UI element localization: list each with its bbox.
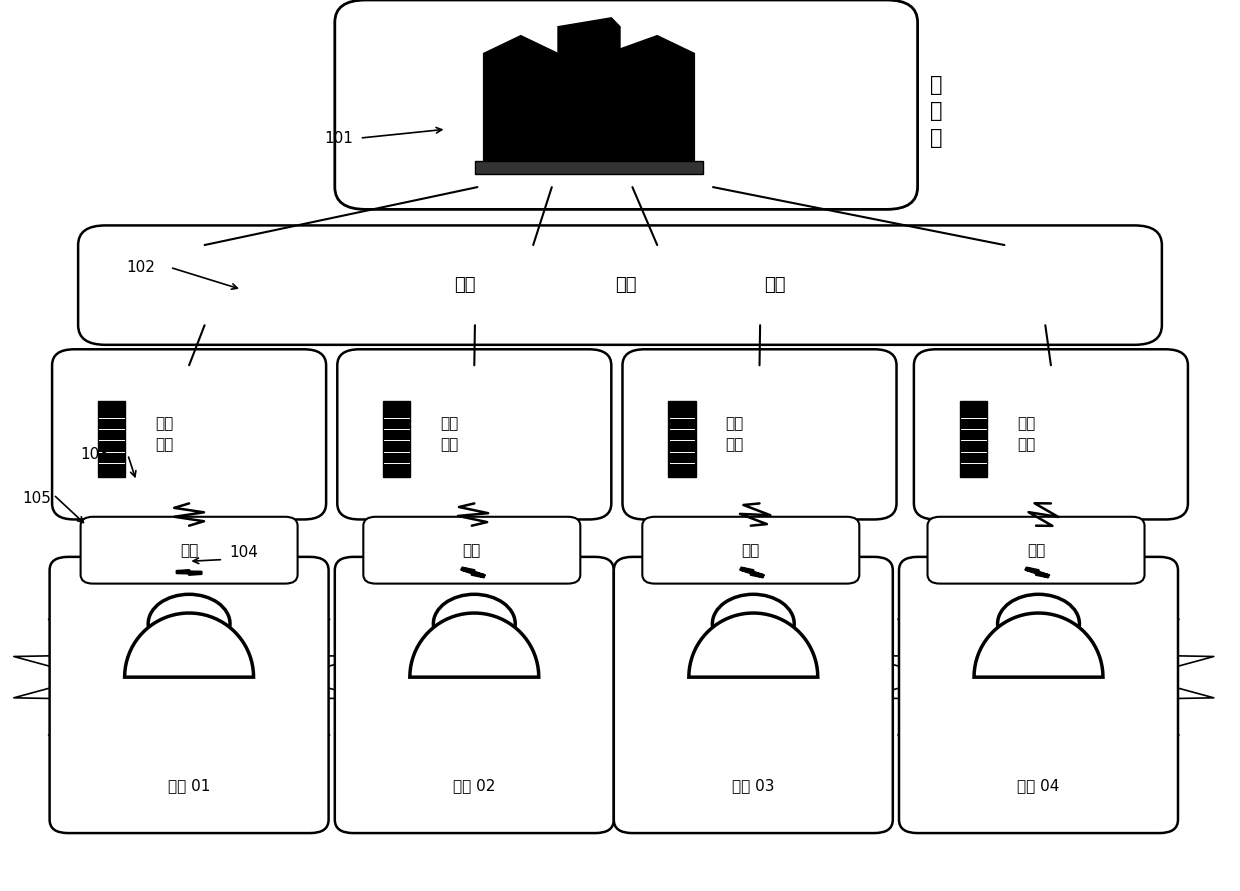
FancyBboxPatch shape xyxy=(335,557,614,833)
Polygon shape xyxy=(409,613,538,677)
FancyBboxPatch shape xyxy=(622,349,897,519)
Bar xyxy=(475,161,703,174)
FancyBboxPatch shape xyxy=(335,0,918,209)
FancyBboxPatch shape xyxy=(337,349,611,519)
Text: 101: 101 xyxy=(325,131,353,145)
FancyBboxPatch shape xyxy=(642,517,859,584)
Text: 数据
中心: 数据 中心 xyxy=(1017,416,1035,453)
Circle shape xyxy=(149,594,231,653)
FancyBboxPatch shape xyxy=(928,517,1145,584)
FancyBboxPatch shape xyxy=(52,349,326,519)
Bar xyxy=(960,401,987,477)
Polygon shape xyxy=(975,613,1104,677)
FancyBboxPatch shape xyxy=(914,349,1188,519)
Polygon shape xyxy=(484,36,558,165)
Text: 服
务
器: 服 务 器 xyxy=(930,75,942,148)
Text: 用户 04: 用户 04 xyxy=(1017,779,1060,793)
Text: 102: 102 xyxy=(126,260,155,274)
Text: 移动: 移动 xyxy=(454,276,476,294)
Circle shape xyxy=(997,594,1079,653)
Text: 用户 01: 用户 01 xyxy=(167,779,211,793)
Bar xyxy=(668,401,696,477)
FancyBboxPatch shape xyxy=(363,517,580,584)
Polygon shape xyxy=(689,613,818,677)
Bar xyxy=(98,401,125,477)
Circle shape xyxy=(433,594,515,653)
FancyBboxPatch shape xyxy=(614,557,893,833)
Text: 数据
中心: 数据 中心 xyxy=(725,416,744,453)
Text: 蓝牙: 蓝牙 xyxy=(1027,543,1045,558)
Text: 通信: 通信 xyxy=(615,276,637,294)
Text: 蓝牙: 蓝牙 xyxy=(463,543,481,558)
FancyBboxPatch shape xyxy=(50,557,329,833)
Text: 数据
中心: 数据 中心 xyxy=(440,416,459,453)
FancyBboxPatch shape xyxy=(899,557,1178,833)
FancyBboxPatch shape xyxy=(81,517,298,584)
Circle shape xyxy=(713,594,795,653)
FancyBboxPatch shape xyxy=(78,225,1162,345)
Text: 103: 103 xyxy=(81,447,109,462)
Text: 网络: 网络 xyxy=(764,276,786,294)
Text: 蓝牙: 蓝牙 xyxy=(180,543,198,558)
Polygon shape xyxy=(620,36,694,165)
Polygon shape xyxy=(558,18,620,165)
Text: 用户 03: 用户 03 xyxy=(732,779,775,793)
Text: 104: 104 xyxy=(229,545,258,560)
Text: 105: 105 xyxy=(22,492,51,506)
Bar xyxy=(383,401,410,477)
Text: 用户 02: 用户 02 xyxy=(453,779,496,793)
Polygon shape xyxy=(124,613,253,677)
Text: 蓝牙: 蓝牙 xyxy=(742,543,760,558)
Text: 数据
中心: 数据 中心 xyxy=(155,416,174,453)
